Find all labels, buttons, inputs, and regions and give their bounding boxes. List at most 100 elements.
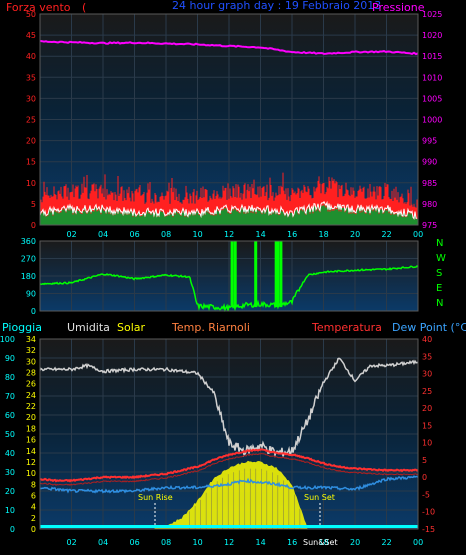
rain-tick-label: 100 (0, 335, 15, 344)
direction-spike (254, 241, 258, 308)
rain-tick-label: 50 (5, 430, 15, 439)
rain-tick-label: 20 (5, 487, 15, 496)
humidity-tick-label: 16 (26, 436, 36, 445)
x-tick-label: 16 (287, 230, 297, 239)
x-tick-label: 00 (413, 538, 423, 547)
x-tick-label: 04 (98, 230, 108, 239)
top-x-axis: 02 04 06 08 10 12 14 16 18 20 22 00 (67, 230, 424, 239)
rain-label: Pioggia (2, 321, 42, 334)
x-tick-label: 14 (256, 538, 266, 547)
right-tick-label: 1005 (422, 94, 442, 103)
pressure-label: Pressione (372, 1, 425, 14)
left-tick-label: 20 (26, 137, 36, 146)
left-tick-label: 0 (31, 221, 36, 230)
temperature-tick-label: 15 (422, 421, 432, 430)
humidity-tick-label: 28 (26, 369, 36, 378)
temperature-tick-label: 10 (422, 439, 432, 448)
humidity-tick-label: 30 (26, 357, 36, 366)
direction-tick-label: 90 (26, 290, 36, 299)
temperature-tick-label: -5 (422, 490, 430, 499)
right-tick-label: 980 (422, 200, 437, 209)
compass-letter: N (436, 298, 443, 309)
direction-line (39, 264, 419, 313)
rain-tick-label: 10 (5, 506, 15, 515)
x-tick-label: 12 (224, 538, 234, 547)
temperature-axis: -15 -10 -5 0 5 10 15 20 25 30 35 40 (422, 335, 435, 534)
humidity-tick-label: 8 (31, 480, 36, 489)
right-tick-label: 985 (422, 179, 437, 188)
dew-line (39, 475, 419, 494)
humidity-tick-label: 6 (31, 491, 36, 500)
wind-label: Forza vento (6, 1, 71, 14)
humidity-tick-label: 18 (26, 424, 36, 433)
humidity-tick-label: 34 (26, 335, 36, 344)
right-tick-label: 990 (422, 158, 437, 167)
right-tick-label: 995 (422, 137, 437, 146)
right-tick-label: 1025 (422, 10, 442, 19)
humidity-tick-label: 22 (26, 402, 36, 411)
humidity-tick-label: 10 (26, 469, 36, 478)
left-tick-label: 5 (31, 200, 36, 209)
right-tick-label: 975 (422, 221, 437, 230)
humidity-tick-label: 26 (26, 380, 36, 389)
rain-bar (40, 525, 418, 528)
rain-tick-label: 0 (10, 525, 15, 534)
sunrise-label: Sun Rise (138, 493, 173, 502)
temperature-tick-label: 40 (422, 335, 432, 344)
x-tick-label: 18 (319, 230, 329, 239)
temperature-label: Temperatura (311, 321, 382, 334)
humidity-label: Umidita (67, 321, 110, 334)
right-tick-label: 1000 (422, 116, 442, 125)
temperature-tick-label: 30 (422, 370, 432, 379)
rain-tick-label: 30 (5, 468, 15, 477)
temperature-tick-label: -10 (422, 508, 435, 517)
x-tick-label: 22 (382, 230, 392, 239)
chart-title: 24 hour graph day : 19 Febbraio 2013 (172, 0, 381, 12)
direction-tick-label: 270 (21, 255, 36, 264)
top-right-axis: 975 980 985 990 995 1000 1005 1010 1015 1020 1025 (422, 10, 442, 230)
left-tick-label: 15 (26, 158, 36, 167)
humidity-tick-label: 24 (26, 391, 36, 400)
temperature-tick-label: 5 (422, 456, 427, 465)
rain-axis: 0 10 20 30 40 50 60 70 80 90 100 (0, 335, 15, 534)
top-left-axis: 0 5 10 15 20 25 30 35 40 45 50 (26, 10, 36, 230)
dew-label: Dew Point (°C) (392, 321, 466, 334)
humidity-tick-label: 2 (31, 514, 36, 523)
solar-stripes (189, 468, 301, 529)
x-tick-label: 10 (193, 230, 203, 239)
direction-tick-label: 0 (31, 307, 36, 316)
left-tick-label: 50 (26, 10, 36, 19)
x-tick-label: 06 (130, 230, 140, 239)
x-tick-label: 12 (224, 230, 234, 239)
x-tick-label: 16 (287, 538, 297, 547)
rain-tick-label: 40 (5, 449, 15, 458)
compass-letter: N (436, 238, 443, 249)
rain-tick-label: 80 (5, 373, 15, 382)
sunset-label: Sun Set (304, 493, 335, 502)
x-tick-label: 08 (161, 230, 171, 239)
right-tick-label: 1015 (422, 52, 442, 61)
x-tick-label: 04 (98, 538, 108, 547)
x-tick-label: 18 (319, 538, 329, 547)
bottom-x-axis: 02 04 06 08 10 12 14 16 18 20 22 00 (67, 538, 424, 547)
x-tick-label: 22 (382, 538, 392, 547)
x-tick-label: 02 (67, 538, 77, 547)
left-tick-label: 45 (26, 31, 36, 40)
temperature-tick-label: 0 (422, 473, 427, 482)
temperature-line (40, 448, 419, 483)
direction-spike (276, 241, 280, 308)
humidity-tick-label: 20 (26, 413, 36, 422)
gust-bars (39, 204, 418, 225)
chill-line (40, 452, 419, 487)
left-tick-label: 30 (26, 94, 36, 103)
left-tick-label: 25 (26, 116, 36, 125)
rain-tick-label: 70 (5, 392, 15, 401)
top-plot-border (39, 13, 419, 226)
x-tick-label: 06 (130, 538, 140, 547)
x-tick-label: 10 (193, 538, 203, 547)
direction-tick-label: 180 (21, 272, 36, 281)
x-tick-label: 00 (413, 230, 423, 239)
direction-spike (233, 241, 237, 308)
